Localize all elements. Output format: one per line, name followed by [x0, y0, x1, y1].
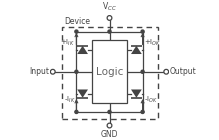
- Text: Input: Input: [29, 67, 49, 76]
- Circle shape: [164, 69, 169, 74]
- Polygon shape: [131, 46, 142, 54]
- Circle shape: [141, 30, 144, 33]
- Circle shape: [141, 70, 144, 73]
- Circle shape: [107, 123, 112, 128]
- Polygon shape: [77, 89, 88, 98]
- Polygon shape: [131, 89, 142, 98]
- Circle shape: [75, 70, 78, 73]
- Text: -I$_{IK}$: -I$_{IK}$: [64, 95, 75, 105]
- Circle shape: [108, 30, 111, 33]
- Text: V$_{CC}$: V$_{CC}$: [102, 1, 117, 13]
- Text: Device: Device: [64, 17, 90, 26]
- Text: +I$_{IK}$: +I$_{IK}$: [60, 38, 75, 48]
- Text: Logic: Logic: [96, 67, 123, 77]
- Circle shape: [75, 110, 78, 114]
- Circle shape: [108, 110, 111, 114]
- Circle shape: [50, 69, 55, 74]
- Text: -I$_{OK}$: -I$_{OK}$: [144, 95, 158, 105]
- Polygon shape: [77, 46, 88, 54]
- Text: +I$_{OK}$: +I$_{OK}$: [144, 38, 161, 48]
- Circle shape: [107, 16, 112, 20]
- Text: Output: Output: [170, 67, 196, 76]
- FancyBboxPatch shape: [92, 40, 127, 103]
- Circle shape: [75, 30, 78, 33]
- Circle shape: [141, 110, 144, 114]
- Text: GND: GND: [101, 130, 118, 139]
